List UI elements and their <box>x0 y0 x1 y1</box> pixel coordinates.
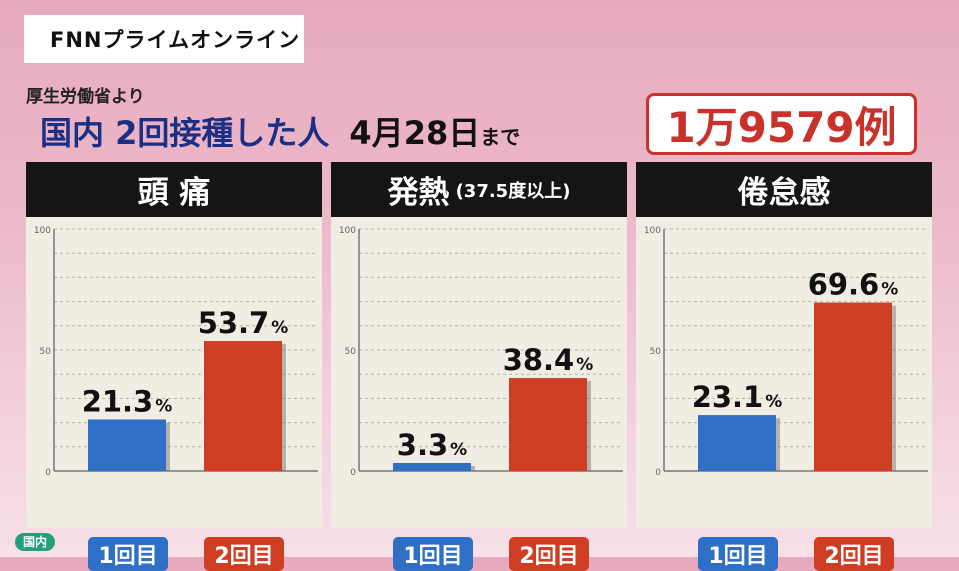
data-label-unit: % <box>155 396 172 416</box>
y-tick-label: 0 <box>350 468 356 478</box>
x-label-dose2: 2回目 <box>204 537 284 571</box>
y-tick-label: 0 <box>45 468 51 478</box>
bar-1 <box>393 463 471 471</box>
x-label-dose2: 2回目 <box>509 537 589 571</box>
data-label-unit: % <box>576 355 593 375</box>
y-tick-label: 0 <box>655 468 661 478</box>
chart-panel-fever: 発熱 (37.5度以上) 0 50 100 3.3% 38.4% 1回目 2回目 <box>331 162 627 571</box>
data-label: 69.6% <box>808 268 899 302</box>
data-label-value: 3.3 <box>397 428 448 462</box>
y-tick-label: 100 <box>34 226 51 236</box>
data-label-value: 38.4 <box>503 343 575 377</box>
fnn-logo: FNNプライムオンライン <box>24 15 304 63</box>
chart-plot: 0 50 100 3.3% 38.4% 1回目 2回目 <box>331 217 627 571</box>
x-label-dose1: 1回目 <box>393 537 473 571</box>
data-label: 21.3% <box>82 384 173 418</box>
y-tick-label: 50 <box>345 347 357 357</box>
chart-plot: 0 50 100 21.3% 53.7% 1回目 2回目 <box>26 217 322 571</box>
bar-1 <box>698 415 776 471</box>
total-count-box: 1万9579例 <box>646 93 917 155</box>
data-label-unit: % <box>881 280 898 300</box>
x-label-dose1: 1回目 <box>88 537 168 571</box>
data-label-value: 23.1 <box>692 380 764 414</box>
chart-panel-fatigue: 倦怠感 0 50 100 23.1% 69.6% 1回目 2回目 <box>636 162 932 571</box>
data-label: 38.4% <box>503 343 594 377</box>
y-tick-label: 100 <box>339 226 356 236</box>
headline: 国内 2回接種した人 4月28日まで <box>40 108 520 154</box>
category-tag: 国内 <box>15 533 56 551</box>
data-label-unit: % <box>765 392 782 412</box>
bar-2 <box>204 341 282 471</box>
data-label-unit: % <box>271 318 288 338</box>
bar-2 <box>814 302 892 471</box>
headline-date-suffix: まで <box>480 125 521 149</box>
chart-panel-headache: 頭 痛 0 50 100 21.3% 53.7% 1回目 2回目 <box>26 162 322 571</box>
data-label-value: 69.6 <box>808 268 880 302</box>
headline-date: 4月28日 <box>349 114 481 152</box>
data-label: 53.7% <box>198 306 289 340</box>
chart-title-text: 頭 痛 <box>137 175 211 211</box>
chart-title: 発熱 (37.5度以上) <box>331 162 627 217</box>
chart-title-text: 倦怠感 <box>737 175 831 211</box>
y-tick-label: 50 <box>650 347 662 357</box>
y-tick-label: 50 <box>40 347 52 357</box>
x-label-dose2: 2回目 <box>814 537 894 571</box>
source-label: 厚生労働省より <box>26 87 145 107</box>
data-label: 23.1% <box>692 380 783 414</box>
bar-1 <box>88 419 166 471</box>
chart-title: 頭 痛 <box>26 162 322 217</box>
y-tick-label: 100 <box>644 226 661 236</box>
data-label: 3.3% <box>397 428 467 462</box>
data-label-value: 21.3 <box>82 384 154 418</box>
data-label-unit: % <box>450 440 467 460</box>
total-count: 1万9579例 <box>666 102 897 152</box>
chart-plot: 0 50 100 23.1% 69.6% 1回目 2回目 <box>636 217 932 571</box>
chart-title-text: 発熱 <box>387 175 450 211</box>
data-label-value: 53.7 <box>198 306 270 340</box>
x-label-dose1: 1回目 <box>698 537 778 571</box>
chart-subtitle: (37.5度以上) <box>455 180 571 202</box>
bar-2 <box>509 378 587 471</box>
chart-title: 倦怠感 <box>636 162 932 217</box>
headline-text: 国内 2回接種した人 <box>40 114 330 152</box>
